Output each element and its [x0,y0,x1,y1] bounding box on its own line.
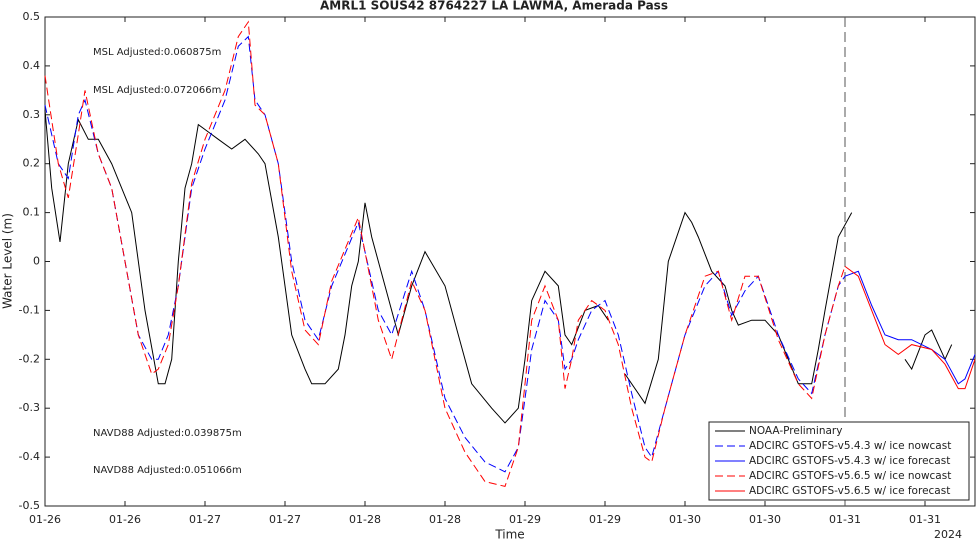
y-tick-label: 0.2 [23,157,41,170]
x-tick-label: 01-27 [189,513,221,526]
x-tick-label: 01-28 [349,513,381,526]
x-axis-label: Time [494,528,524,541]
x-tick-label: 01-26 [109,513,141,526]
x-tick-label: 01-31 [829,513,861,526]
x-tick-label: 01-31 [909,513,941,526]
x-tick-label: 01-27 [269,513,301,526]
legend-entry: ADCIRC GSTOFS-v5.6.5 w/ ice nowcast [749,470,951,482]
x-tick-label: 01-28 [429,513,461,526]
x-tick-label: 01-29 [589,513,621,526]
series-line [44,35,846,473]
annotation: MSL Adjusted:0.072066m [93,85,221,96]
series-line [844,265,976,390]
y-tick-label: -0.3 [19,401,40,414]
x-tick-label: 01-30 [669,513,701,526]
legend-entry: ADCIRC GSTOFS-v5.4.3 w/ ice nowcast [749,440,951,452]
series-line [844,270,976,385]
annotation: NAVD88 Adjusted:0.039875m [93,428,242,439]
y-tick-label: 0.3 [23,108,41,121]
chart-title: AMRL1 SOUS42 8764227 LA LAWMA, Amerada P… [320,0,668,13]
legend-entry: ADCIRC GSTOFS-v5.6.5 w/ ice forecast [749,485,950,497]
x-tick-label: 01-26 [29,513,61,526]
y-tick-label: 0.1 [23,206,41,219]
y-tick-label: 0.5 [23,10,41,23]
y-axis-label: Water Level (m) [1,213,15,309]
legend-entry: NOAA-Preliminary [749,425,842,437]
y-tick-label: 0 [33,255,40,268]
y-tick-label: -0.4 [19,450,40,463]
series-line [44,20,846,487]
x-corner-label: 2024 [934,528,962,541]
legend-box [708,421,970,501]
series-line [44,109,953,424]
y-tick-label: -0.1 [19,303,40,316]
y-tick-label: -0.2 [19,352,40,365]
x-tick-label: 01-30 [749,513,781,526]
annotation: MSL Adjusted:0.060875m [93,47,221,58]
y-tick-label: 0.4 [23,59,41,72]
legend-entry: ADCIRC GSTOFS-v5.4.3 w/ ice forecast [749,455,950,467]
x-tick-label: 01-29 [509,513,541,526]
y-tick-label: -0.5 [19,499,40,512]
annotation: NAVD88 Adjusted:0.051066m [93,465,242,476]
